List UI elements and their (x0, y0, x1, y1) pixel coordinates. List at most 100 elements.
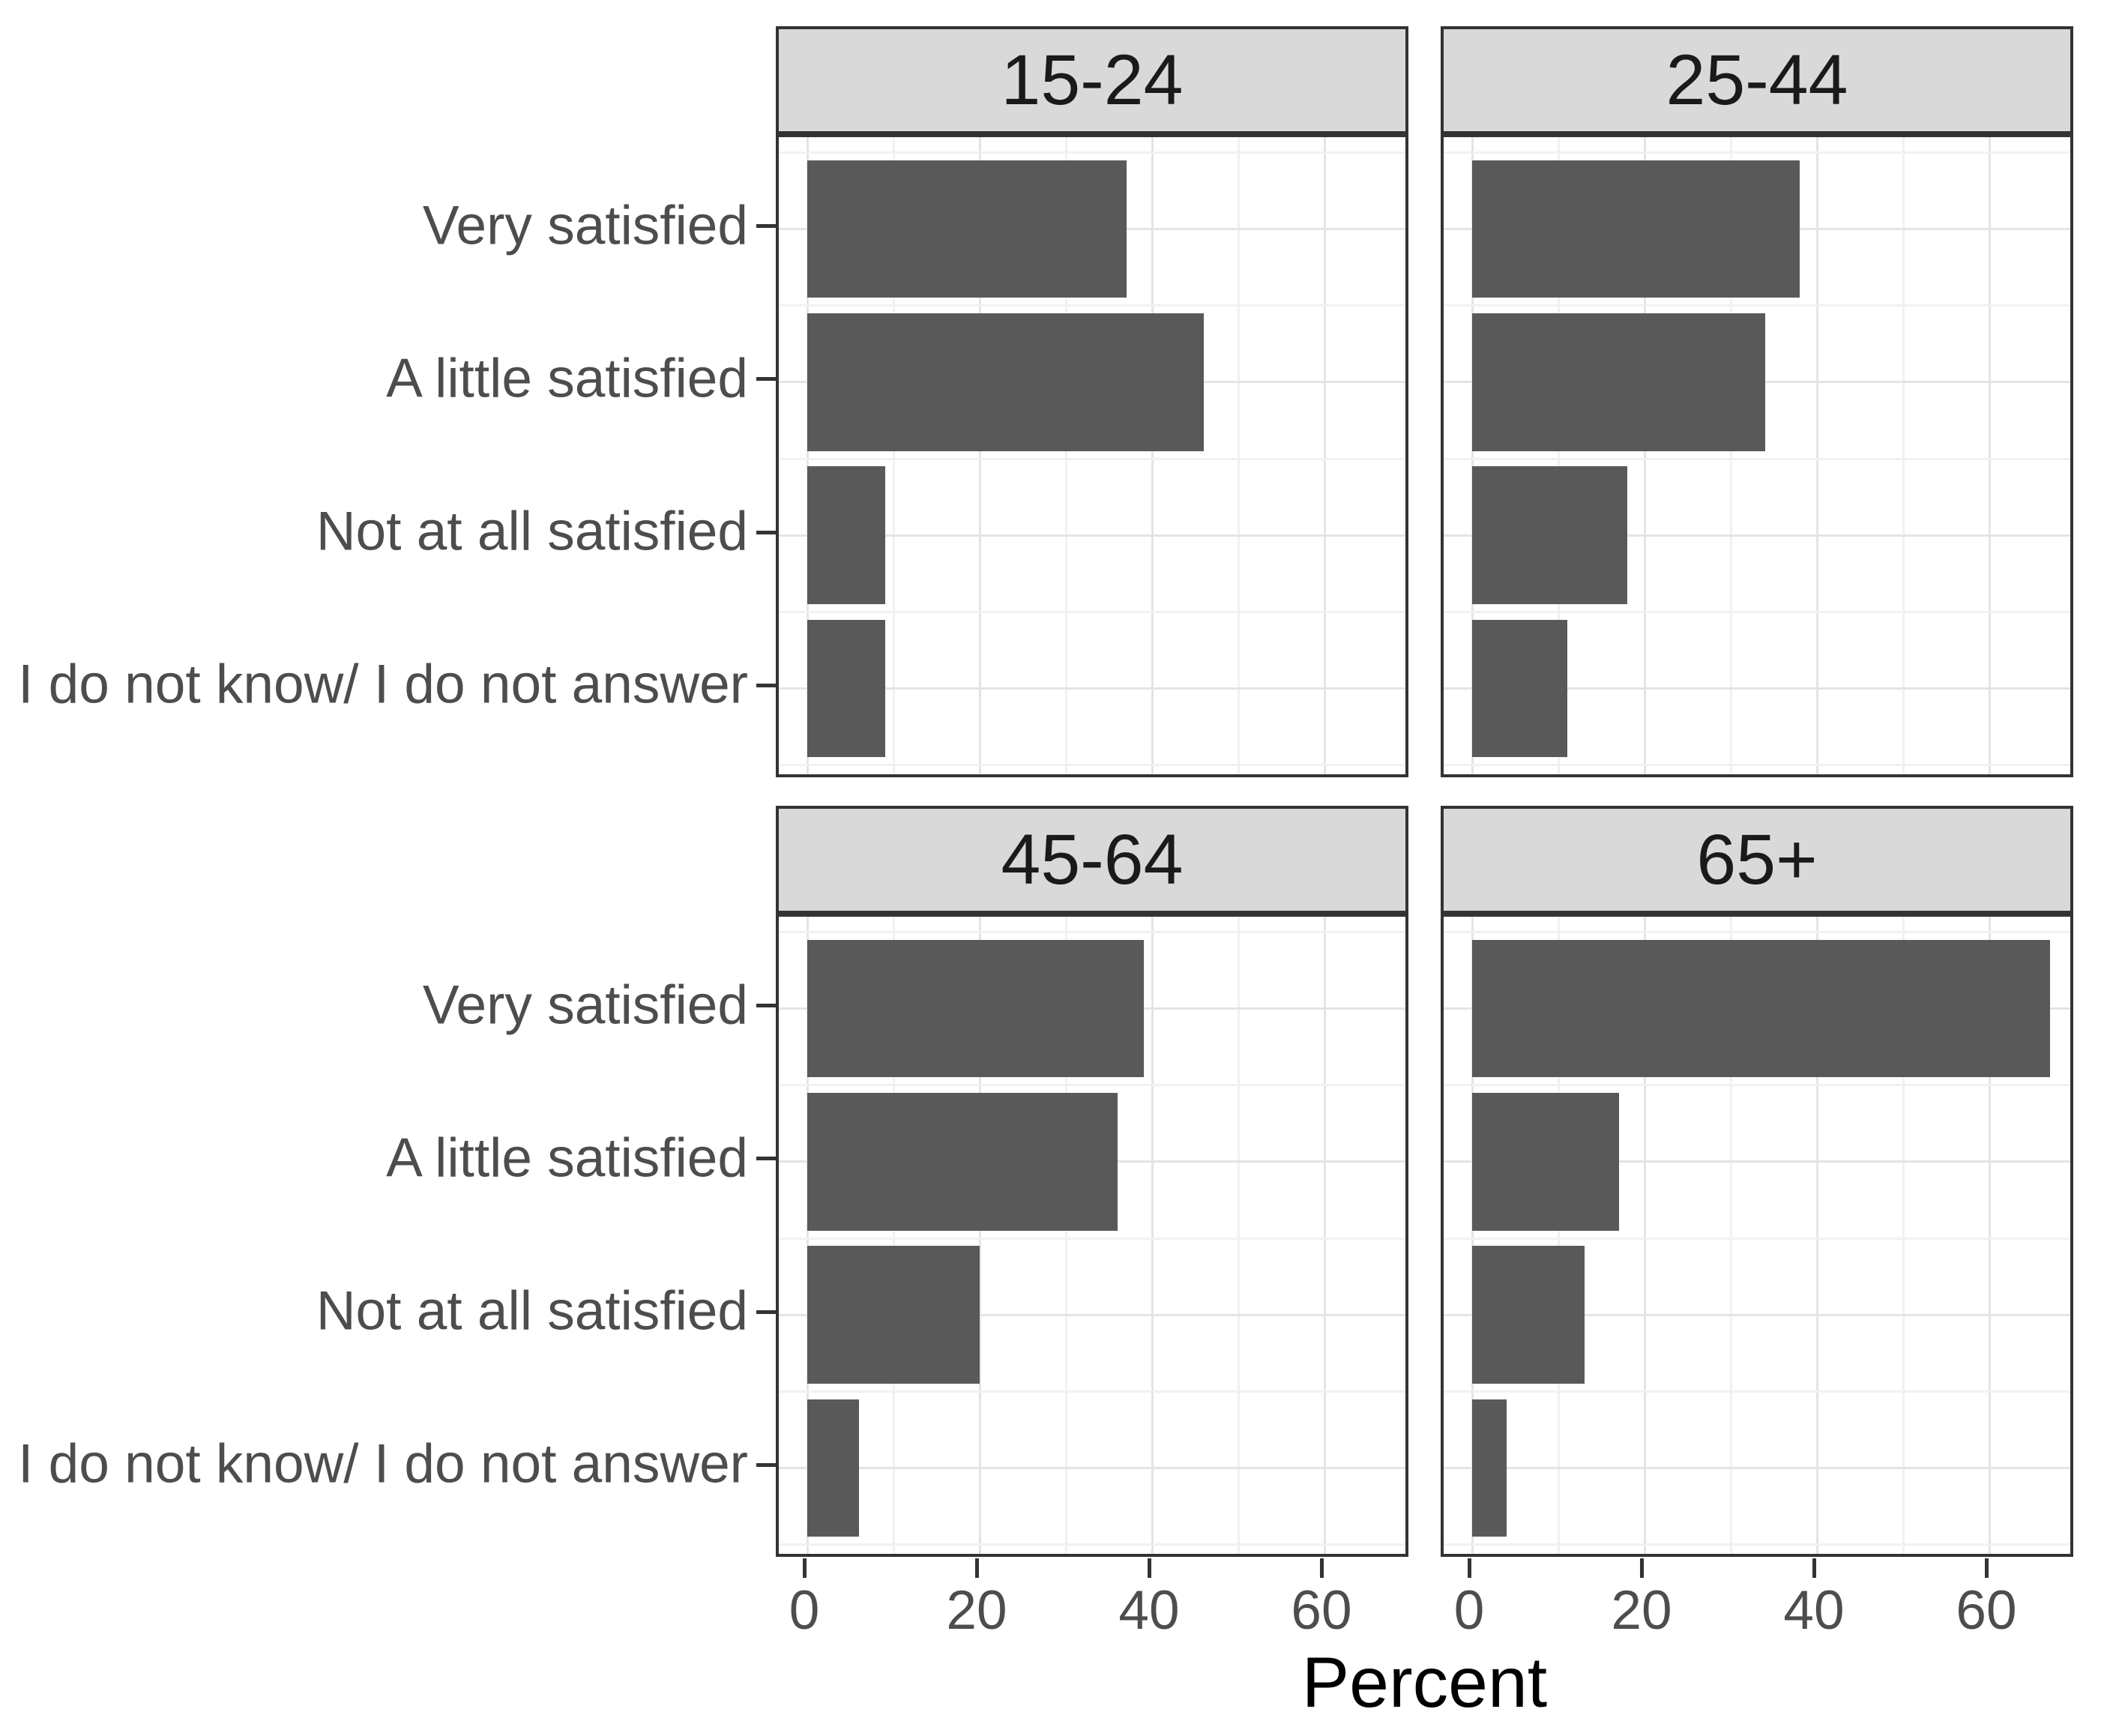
gridline-major-vertical (1643, 917, 1646, 1554)
gridline-major-vertical (978, 917, 981, 1554)
facet-strip-label: 15-24 (1001, 40, 1184, 120)
x-axis-tick-label: 20 (1611, 1580, 1672, 1641)
facet-strip: 25-44 (1441, 26, 2073, 134)
y-axis-tick (756, 1004, 776, 1008)
gridline-minor-horizontal (779, 610, 1405, 613)
facet-panel (776, 914, 1408, 1557)
x-axis-tick (974, 1558, 979, 1578)
gridline-major-vertical (1988, 137, 1991, 774)
gridline-major-vertical (1815, 917, 1818, 1554)
gridline-major-horizontal (1444, 1313, 2070, 1316)
gridline-major-vertical (806, 917, 809, 1554)
gridline-minor-horizontal (1444, 764, 2070, 767)
gridline-minor-horizontal (779, 457, 1405, 460)
facet-strip: 15-24 (776, 26, 1408, 134)
bar (1472, 619, 1567, 758)
x-axis-tick-label: 60 (1956, 1580, 2017, 1641)
gridline-minor-vertical (1729, 917, 1732, 1554)
bar (1472, 939, 2050, 1078)
y-axis-category-label: A little satisfied (386, 1127, 748, 1189)
y-axis-tick (756, 224, 776, 229)
gridline-major-vertical (1988, 917, 1991, 1554)
gridline-major-horizontal (779, 1313, 1405, 1316)
y-axis-tick (756, 530, 776, 534)
gridline-minor-vertical (1902, 917, 1905, 1554)
x-axis-tick-label: 0 (789, 1580, 820, 1641)
facet-strip: 45-64 (776, 806, 1408, 914)
y-axis-category-label: I do not know/ I do not answer (18, 1434, 748, 1495)
gridline-minor-horizontal (1444, 1237, 2070, 1240)
facet-panel (1441, 134, 2073, 777)
x-axis-tick (1812, 1558, 1816, 1578)
gridline-minor-horizontal (1444, 1543, 2070, 1546)
gridline-minor-horizontal (779, 1237, 1405, 1240)
facet-strip-label: 65+ (1696, 819, 1818, 899)
y-axis-category-label: Not at all satisfied (316, 501, 748, 562)
y-axis-category-label: A little satisfied (386, 348, 748, 409)
gridline-major-vertical (1471, 137, 1474, 774)
gridline-major-horizontal (1444, 534, 2070, 537)
gridline-minor-horizontal (1444, 1084, 2070, 1087)
facet-panel (1441, 914, 2073, 1557)
x-axis-tick (1147, 1558, 1151, 1578)
y-axis-category-label: Not at all satisfied (316, 1280, 748, 1342)
bar (1472, 1092, 1619, 1231)
gridline-minor-horizontal (779, 304, 1405, 307)
bar (1472, 160, 1800, 298)
bar (807, 313, 1204, 451)
gridline-minor-horizontal (1444, 151, 2070, 154)
bar (807, 1399, 859, 1537)
gridline-major-vertical (806, 137, 809, 774)
gridline-minor-horizontal (779, 764, 1405, 767)
bar (1472, 466, 1627, 605)
facet-strip: 65+ (1441, 806, 2073, 914)
facet-strip-label: 25-44 (1666, 40, 1848, 120)
gridline-minor-vertical (1064, 917, 1067, 1554)
x-axis-tick (1319, 1558, 1324, 1578)
gridline-major-vertical (978, 137, 981, 774)
x-axis-tick (1639, 1558, 1644, 1578)
gridline-minor-vertical (1237, 917, 1240, 1554)
gridline-minor-horizontal (779, 151, 1405, 154)
gridline-major-vertical (1151, 917, 1154, 1554)
gridline-minor-vertical (892, 137, 895, 774)
gridline-major-horizontal (1444, 1160, 2070, 1163)
gridline-major-vertical (1151, 137, 1154, 774)
gridline-major-vertical (1471, 917, 1474, 1554)
gridline-minor-horizontal (1444, 1390, 2070, 1393)
gridline-major-horizontal (779, 534, 1405, 537)
y-axis-category-label: Very satisfied (422, 195, 748, 256)
facet-strip-label: 45-64 (1001, 819, 1184, 899)
gridline-major-vertical (1323, 917, 1326, 1554)
gridline-major-vertical (1323, 137, 1326, 774)
gridline-major-horizontal (1444, 1466, 2070, 1469)
x-axis-tick-label: 20 (946, 1580, 1007, 1641)
x-axis-tick-label: 40 (1783, 1580, 1845, 1641)
x-axis-title: Percent (1301, 1643, 1548, 1723)
y-axis-category-label: I do not know/ I do not answer (18, 654, 748, 716)
gridline-minor-horizontal (779, 1084, 1405, 1087)
gridline-minor-vertical (1902, 137, 1905, 774)
gridline-major-horizontal (779, 1466, 1405, 1469)
x-axis-tick (1467, 1558, 1471, 1578)
y-axis-tick (756, 1309, 776, 1314)
bar (807, 1246, 980, 1384)
gridline-minor-horizontal (779, 930, 1405, 933)
bar (807, 466, 885, 605)
bar (807, 939, 1144, 1078)
gridline-minor-horizontal (1444, 930, 2070, 933)
x-axis-tick (802, 1558, 807, 1578)
y-axis-tick (756, 1462, 776, 1467)
gridline-minor-vertical (1557, 917, 1560, 1554)
gridline-minor-vertical (1064, 137, 1067, 774)
gridline-minor-vertical (892, 917, 895, 1554)
gridline-minor-horizontal (779, 1390, 1405, 1393)
x-axis-tick-label: 40 (1118, 1580, 1180, 1641)
y-axis-tick (756, 1157, 776, 1161)
bar (807, 619, 885, 758)
gridline-minor-horizontal (1444, 304, 2070, 307)
bar (1472, 313, 1765, 451)
gridline-minor-horizontal (1444, 457, 2070, 460)
gridline-major-horizontal (1444, 687, 2070, 690)
